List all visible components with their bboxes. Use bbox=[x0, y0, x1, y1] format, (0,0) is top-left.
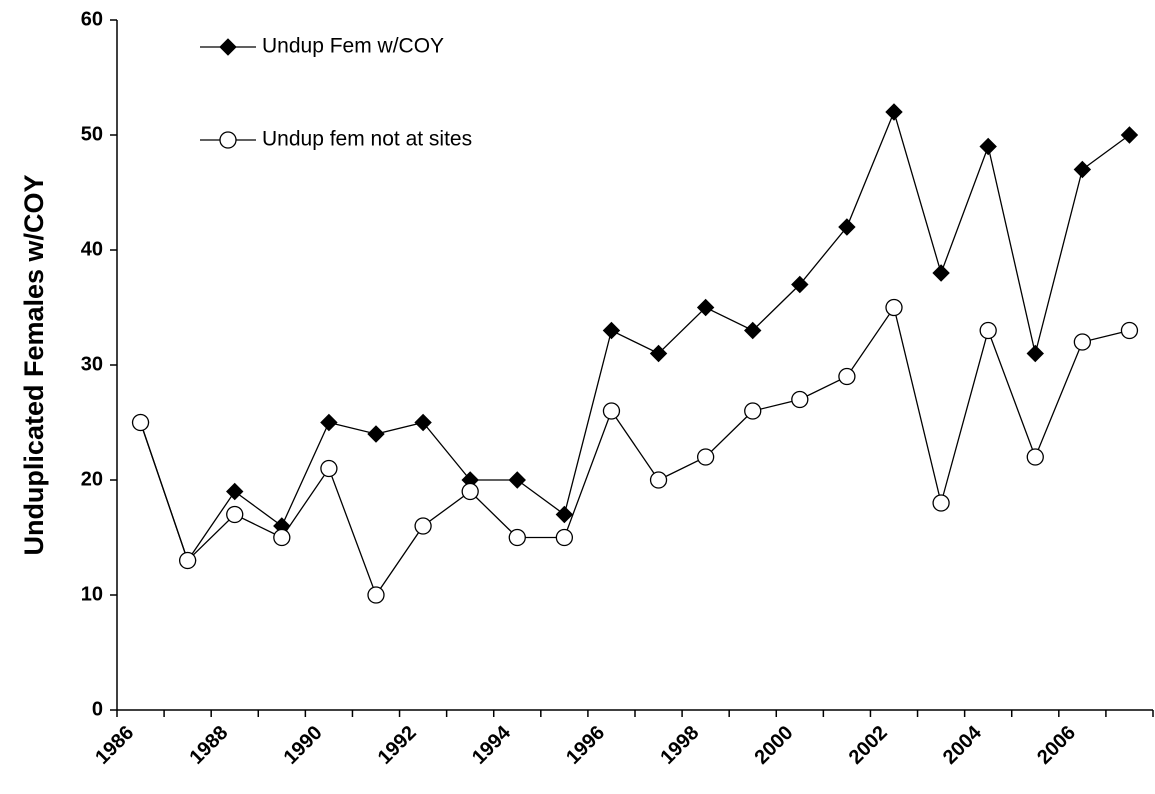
marker bbox=[414, 413, 432, 432]
marker bbox=[979, 321, 997, 340]
x-tick-label: 1990 bbox=[280, 722, 327, 769]
x-tick-label: 2002 bbox=[845, 722, 892, 769]
marker bbox=[414, 517, 432, 535]
marker bbox=[1120, 321, 1139, 340]
marker bbox=[508, 471, 526, 489]
x-tick-label: 2006 bbox=[1033, 722, 1080, 769]
marker bbox=[885, 298, 903, 317]
series-line bbox=[139, 110, 1130, 562]
x-tick-label: 1988 bbox=[185, 722, 232, 769]
marker bbox=[1026, 448, 1044, 466]
marker bbox=[367, 586, 385, 604]
marker bbox=[367, 425, 385, 443]
marker bbox=[1026, 344, 1044, 363]
marker bbox=[791, 390, 809, 409]
marker bbox=[932, 494, 950, 512]
marker bbox=[744, 321, 762, 340]
legend-label: Undup fem not at sites bbox=[262, 128, 472, 151]
x-tick-label: 1994 bbox=[468, 721, 516, 769]
series-line bbox=[139, 305, 1130, 597]
marker bbox=[649, 344, 668, 363]
marker bbox=[273, 528, 291, 547]
marker bbox=[1073, 160, 1092, 179]
marker bbox=[838, 218, 856, 236]
y-axis-label: Unduplicated Females w/COY bbox=[19, 174, 49, 555]
marker bbox=[1120, 126, 1139, 144]
marker bbox=[696, 298, 715, 317]
marker bbox=[744, 402, 762, 420]
marker bbox=[885, 103, 903, 121]
y-tick-label: 10 bbox=[81, 583, 103, 605]
legend-label: Undup Fem w/COY bbox=[262, 35, 444, 58]
marker bbox=[219, 38, 237, 56]
marker bbox=[226, 482, 244, 501]
marker bbox=[649, 471, 668, 489]
x-tick-label: 1986 bbox=[91, 722, 138, 769]
marker bbox=[791, 275, 809, 294]
y-tick-label: 0 bbox=[92, 698, 103, 720]
marker bbox=[602, 321, 621, 340]
marker bbox=[461, 482, 479, 501]
y-tick-label: 30 bbox=[81, 353, 103, 375]
marker bbox=[838, 367, 856, 386]
y-tick-label: 50 bbox=[81, 123, 103, 145]
y-tick-label: 40 bbox=[81, 238, 103, 260]
x-tick-label: 1992 bbox=[374, 722, 421, 769]
marker bbox=[131, 413, 150, 432]
marker bbox=[226, 505, 244, 524]
y-tick-label: 60 bbox=[81, 8, 103, 30]
x-tick-label: 2000 bbox=[751, 722, 798, 769]
marker bbox=[555, 505, 574, 524]
y-tick-label: 20 bbox=[81, 468, 103, 490]
x-tick-label: 2004 bbox=[939, 721, 987, 769]
x-tick-label: 1998 bbox=[656, 722, 703, 769]
marker bbox=[602, 402, 621, 420]
marker bbox=[979, 137, 997, 156]
marker bbox=[555, 528, 574, 547]
marker bbox=[1073, 333, 1092, 351]
x-tick-label: 1996 bbox=[562, 722, 609, 769]
marker bbox=[219, 131, 237, 149]
marker bbox=[320, 413, 338, 432]
marker bbox=[696, 448, 715, 466]
marker bbox=[508, 528, 526, 547]
marker bbox=[932, 264, 950, 282]
marker bbox=[178, 551, 197, 570]
marker bbox=[320, 459, 338, 478]
